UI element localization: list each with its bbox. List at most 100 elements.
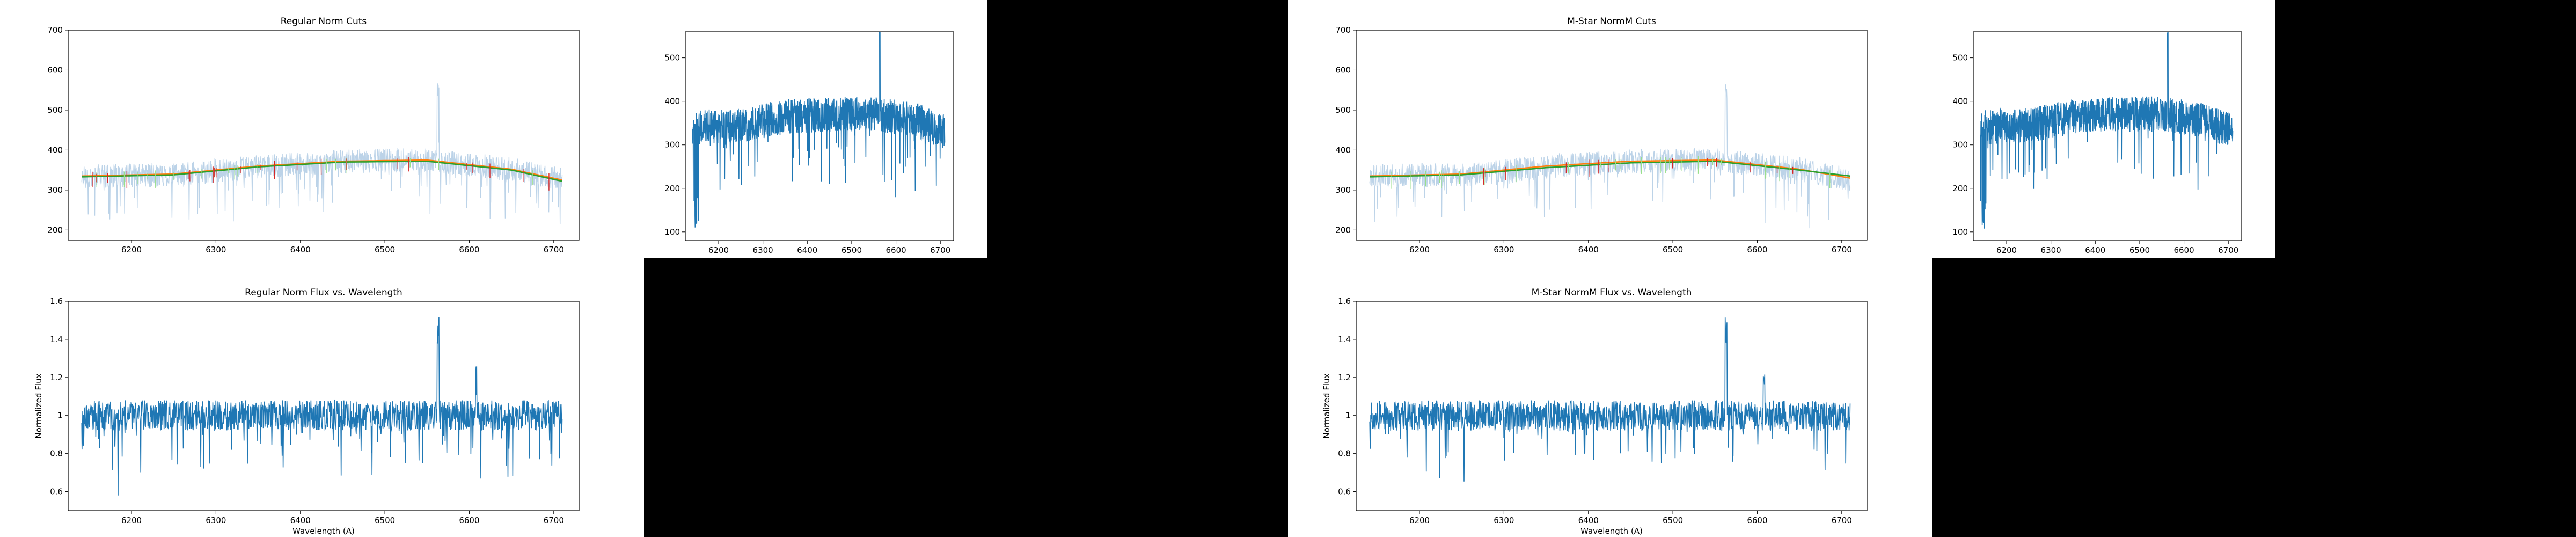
x-tick-label: 6700	[2218, 245, 2238, 255]
chart-3: 6200 6300 6400 6500 6600 6700 200 300 400 500 600 7…	[1335, 16, 1868, 255]
y-axis-label: Normalized Flux	[1322, 373, 1331, 438]
figure-regular-bottom	[0, 258, 644, 537]
y-tick-label: 200	[664, 184, 680, 193]
x-tick-label: 6700	[1832, 516, 1852, 525]
y-tick-label: 1.2	[50, 373, 63, 382]
y-tick-label: 500	[664, 53, 680, 63]
plot-area	[81, 317, 563, 496]
x-tick-label: 6400	[290, 245, 311, 255]
series-line-0	[692, 32, 946, 228]
y-tick-label: 400	[1335, 145, 1351, 155]
x-tick-label: 6600	[1747, 245, 1767, 255]
figure-mstar-bottom	[1288, 258, 1932, 537]
axes-frame	[1356, 30, 1868, 241]
chart-title: M-Star NormM Cuts	[1567, 16, 1656, 27]
x-tick-label: 6200	[1409, 245, 1430, 255]
x-tick-label: 6300	[753, 245, 773, 255]
axes-frame	[1356, 301, 1868, 511]
axes-frame	[68, 301, 580, 511]
series-line-2	[82, 160, 562, 182]
x-tick-label: 6200	[121, 516, 142, 525]
y-tick-label: 1.2	[1338, 373, 1351, 382]
chart-4: 6200 6300 6400 6500 6600 6700 100 200 300 400 500	[1952, 31, 2242, 255]
x-tick-label: 6500	[1663, 516, 1683, 525]
y-tick-label: 700	[47, 25, 63, 35]
x-tick-label: 6400	[290, 516, 311, 525]
x-tick-label: 6300	[206, 516, 226, 525]
x-tick-label: 6700	[930, 245, 950, 255]
y-tick-label: 0.6	[1338, 487, 1351, 497]
chart-2: 6200 6300 6400 6500 6600 6700 0.6 0.8 1 1.2 1.4 1.6…	[34, 287, 580, 536]
x-axis-label: Wavelength (A)	[1580, 526, 1643, 536]
y-tick-label: 200	[1952, 184, 1968, 193]
x-tick-label: 6600	[459, 245, 479, 255]
x-tick-label: 6300	[1494, 245, 1514, 255]
x-tick-label: 6500	[375, 245, 395, 255]
y-tick-label: 1.4	[50, 335, 63, 344]
y-tick-label: 700	[1335, 25, 1351, 35]
x-tick-label: 6600	[1747, 516, 1767, 525]
figure-mstar	[1288, 0, 2275, 258]
y-tick-label: 400	[1952, 97, 1968, 106]
y-tick-label: 0.8	[1338, 449, 1351, 459]
x-tick-label: 6600	[459, 516, 479, 525]
plot-area	[692, 32, 946, 228]
y-tick-label: 0.8	[50, 449, 63, 459]
x-tick-label: 6300	[206, 245, 226, 255]
y-tick-label: 0.6	[50, 487, 63, 497]
y-tick-label: 300	[1335, 185, 1351, 195]
x-tick-label: 6200	[1409, 516, 1430, 525]
empty-canvas-mstar	[1932, 258, 2275, 537]
empty-canvas-regular	[644, 258, 987, 537]
series-line-1	[1370, 159, 1850, 179]
series-line-1	[82, 159, 562, 181]
x-tick-label: 6200	[121, 245, 142, 255]
chart-title: Regular Norm Cuts	[281, 16, 367, 27]
y-tick-label: 200	[47, 225, 63, 235]
x-tick-label: 6500	[2129, 245, 2150, 255]
series-line-0	[1369, 83, 1851, 229]
x-tick-label: 6700	[544, 516, 564, 525]
y-tick-label: 300	[664, 140, 680, 150]
chart-0: 6200 6300 6400 6500 6600 6700 200 300 400 500 600 7…	[47, 16, 580, 255]
axes-frame	[1973, 31, 2242, 241]
series-line-0	[81, 83, 563, 225]
y-tick-label: 500	[1952, 53, 1968, 63]
y-tick-label: 600	[1335, 65, 1351, 75]
y-tick-label: 1.6	[1338, 296, 1351, 306]
y-tick-label: 400	[47, 145, 63, 155]
y-tick-label: 100	[664, 227, 680, 237]
x-axis-label: Wavelength (A)	[292, 526, 355, 536]
x-tick-label: 6700	[544, 245, 564, 255]
series-line-0	[81, 317, 563, 496]
chart-title: M-Star NormM Flux vs. Wavelength	[1532, 287, 1692, 298]
x-tick-label: 6600	[2174, 245, 2194, 255]
y-tick-label: 100	[1952, 227, 1968, 237]
y-tick-label: 1.4	[1338, 335, 1351, 344]
chart-5: 6200 6300 6400 6500 6600 6700 0.6 0.8 1 1.2 1.4 1.6…	[1322, 287, 1868, 536]
x-tick-label: 6500	[1663, 245, 1683, 255]
plot-area	[81, 83, 563, 225]
y-tick-label: 500	[1335, 105, 1351, 115]
x-tick-label: 6600	[885, 245, 906, 255]
axes-frame	[68, 30, 580, 241]
x-tick-label: 6400	[2085, 245, 2105, 255]
series-line-0	[1980, 32, 2234, 229]
y-tick-label: 200	[1335, 225, 1351, 235]
x-tick-label: 6400	[1578, 245, 1599, 255]
x-tick-label: 6200	[1996, 245, 2017, 255]
x-tick-label: 6200	[708, 245, 729, 255]
y-tick-label: 1.6	[50, 296, 63, 306]
x-tick-label: 6500	[375, 516, 395, 525]
x-tick-label: 6400	[797, 245, 817, 255]
x-tick-label: 6300	[2041, 245, 2061, 255]
x-tick-label: 6400	[1578, 516, 1599, 525]
x-tick-label: 6700	[1832, 245, 1852, 255]
y-tick-label: 500	[47, 105, 63, 115]
y-tick-label: 300	[1952, 140, 1968, 150]
y-tick-label: 300	[47, 185, 63, 195]
y-tick-label: 1	[57, 411, 63, 420]
axes-frame	[685, 31, 954, 241]
plot-area	[1369, 83, 1851, 229]
